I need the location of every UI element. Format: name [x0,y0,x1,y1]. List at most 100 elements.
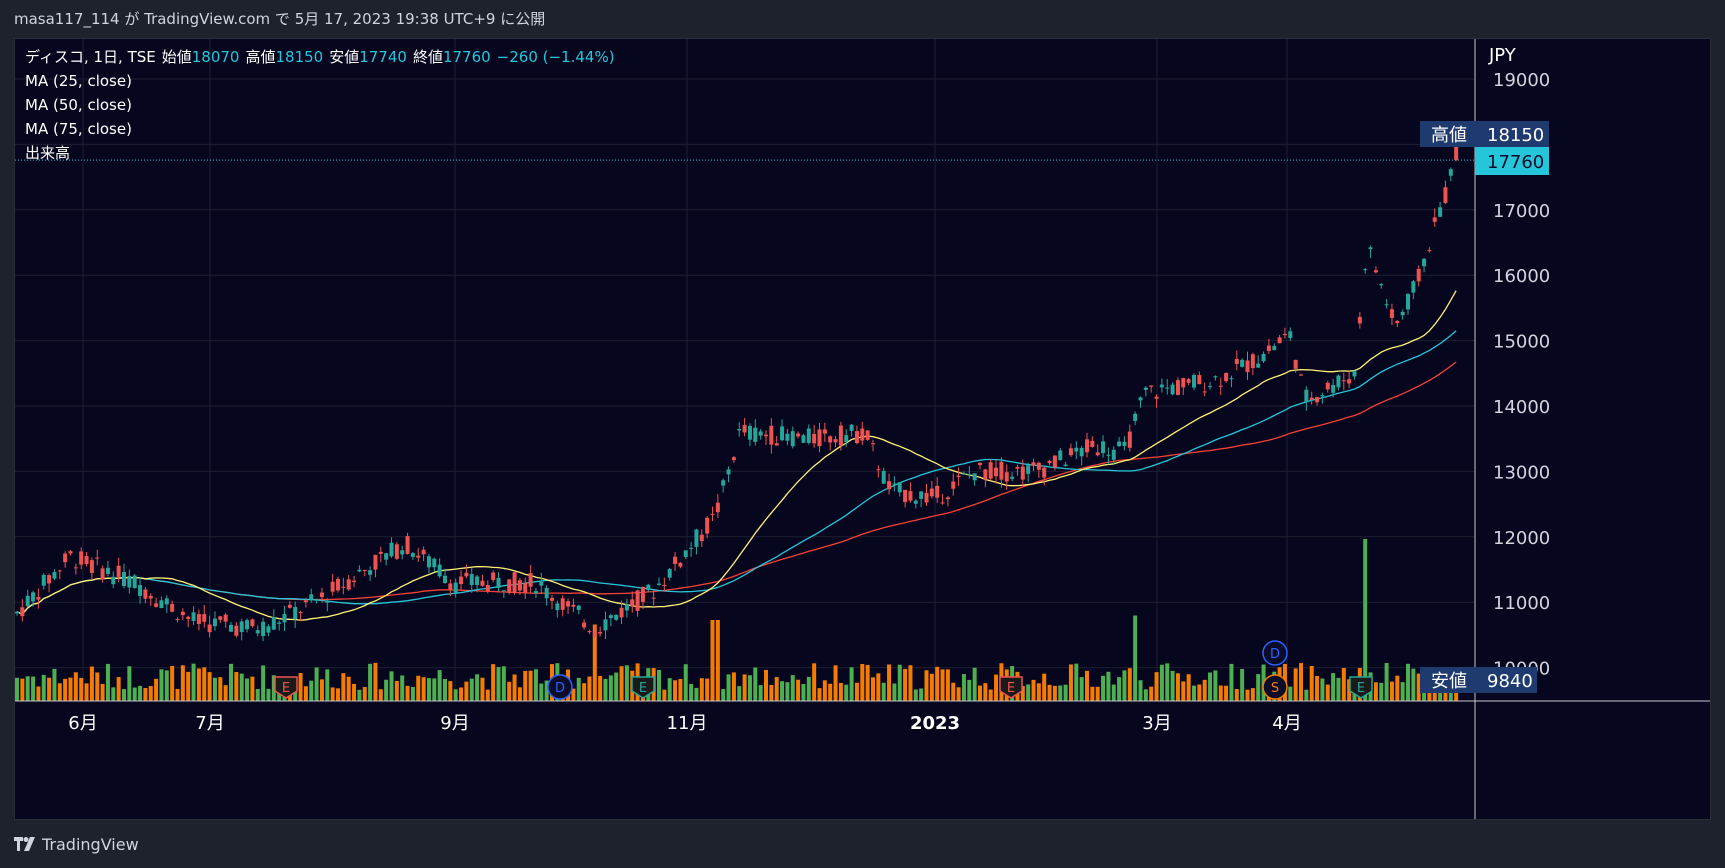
candle [426,556,431,568]
legend-high-label: 高値 [245,48,276,66]
volume-bar [1020,686,1025,701]
candle [630,599,635,607]
candle [860,428,865,441]
candle [774,443,779,446]
split-event-icon[interactable] [1262,674,1288,700]
volume-bar [828,683,833,701]
candle [619,607,624,618]
candle [737,429,742,431]
volume-bar [432,678,437,701]
candle [844,435,849,442]
candle [715,502,720,513]
volume-bar [747,675,752,701]
volume-bar [860,663,865,701]
candle [1400,311,1405,316]
candle [223,614,228,622]
volume-bar [689,683,694,701]
legend-ma25[interactable]: MA (25, close) [25,72,132,90]
volume-bar [389,671,394,701]
candle [828,436,833,443]
volume-bar [1341,668,1346,701]
candle [544,587,549,599]
volume-bar [1122,670,1127,701]
volume-bar [523,671,528,701]
candle [148,595,153,599]
volume-bar [571,688,576,701]
volume-bar [357,689,362,701]
high-tag-right [1475,121,1549,147]
x-tick-label: 6月 [68,713,97,734]
candle [298,612,303,614]
legend-symbol[interactable]: ディスコ, 1日, TSE [25,48,156,66]
volume-bar [619,666,624,701]
volume-bar [207,672,212,701]
volume-bar [1197,684,1202,701]
volume-bar [812,663,817,701]
candle [1331,384,1336,393]
candle [994,467,999,477]
volume-bar [239,673,244,701]
volume-bar [533,669,538,701]
earnings-event-icon[interactable] [274,676,298,699]
candle [501,590,506,592]
volume-bar [1309,665,1314,701]
price-chart[interactable]: EDEEDSEJPY190001800017000160001500014000… [15,39,1711,820]
candle [662,585,667,587]
chart-area[interactable]: EDEEDSEJPY190001800017000160001500014000… [14,38,1711,820]
candle [897,482,902,493]
volume-bar [180,665,185,701]
volume-bar [1133,615,1138,701]
volume-bar [1347,679,1352,701]
y-tick-label: 16000 [1493,266,1550,287]
earnings-event-icon[interactable] [999,676,1023,699]
candle [127,575,132,588]
volume-bar [576,677,581,701]
volume-bar [603,678,608,701]
candle [1363,269,1368,271]
candle [1031,462,1036,466]
y-tick-label: 15000 [1493,332,1550,353]
legend-low-label: 安値 [329,48,360,66]
volume-bar [1229,663,1234,701]
candle [1272,346,1277,351]
candle [464,572,469,577]
volume-bar [978,685,982,701]
footer: TradingView [14,826,139,862]
candle [582,622,587,628]
footer-brand[interactable]: TradingView [42,834,139,854]
candle [1036,462,1041,470]
volume-bar [592,624,597,701]
candle [683,550,688,558]
legend-ma75[interactable]: MA (75, close) [25,120,132,138]
tradingview-logo-icon[interactable] [14,837,36,851]
volume-bar [212,677,217,701]
volume-bar [512,674,517,701]
dividend-event-icon[interactable] [1262,640,1288,666]
dividend-event-icon[interactable] [547,674,573,700]
candle [469,574,474,585]
volume-bar [448,681,453,701]
volume-bar [913,689,918,701]
volume-bar [961,674,966,701]
earnings-event-icon[interactable] [631,676,655,699]
volume-bar [1299,663,1303,701]
candle [314,599,319,601]
candle [1106,454,1111,456]
volume-bar [956,687,961,701]
volume-bar [475,674,480,701]
candle [496,577,501,589]
volume-bar [924,670,929,701]
candle [1068,448,1073,456]
earnings-event-icon[interactable] [1349,676,1373,699]
candle [336,579,340,591]
candle [1320,395,1325,397]
x-tick-label: 7月 [195,713,224,734]
legend-ma50[interactable]: MA (50, close) [25,96,132,114]
volume-bar [1400,682,1405,701]
candle [587,631,592,633]
candle [15,611,19,614]
candle [678,562,683,567]
volume-bar [731,672,736,701]
volume-bar [1202,679,1207,701]
legend-volume[interactable]: 出来高 [25,144,71,162]
